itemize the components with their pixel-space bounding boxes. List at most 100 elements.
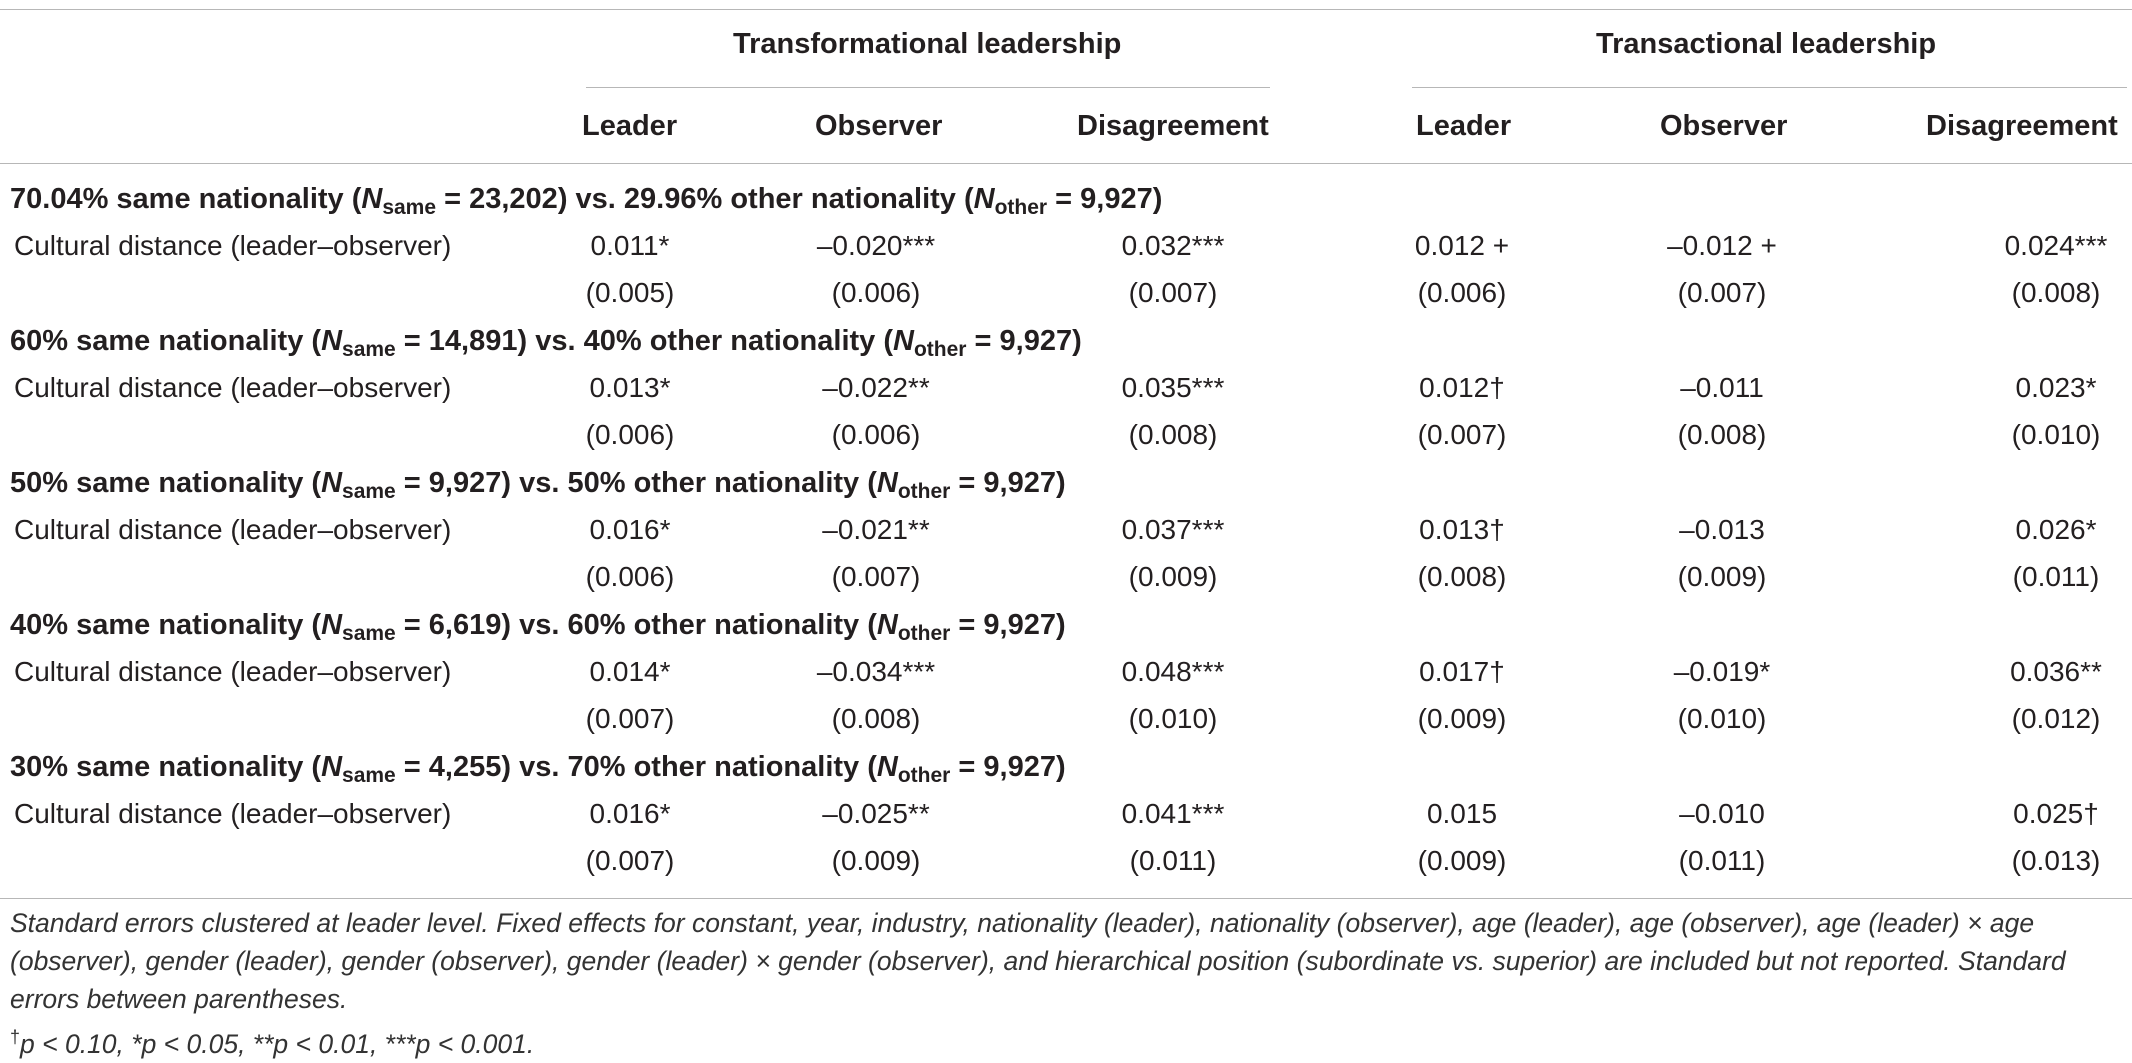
coef-cell: 0.048*** [1121, 656, 1225, 687]
close-paren: ) [501, 751, 512, 783]
se-cell: (0.007) [1128, 277, 1218, 308]
group-header-transactional: Transactional leadership [1596, 28, 1937, 60]
pct-same: 50% same nationality ( [10, 467, 322, 499]
n-subscript-same: same [342, 622, 396, 645]
row-label: Cultural distance (leader–observer) [14, 514, 452, 545]
coef-cell: –0.022** [822, 372, 930, 403]
n-same-value: 23,202 [469, 183, 558, 215]
coef-cell: 0.017† [1419, 656, 1505, 687]
close-paren: ) [501, 609, 512, 641]
col-header-observer: Observer [815, 110, 943, 142]
top-rule [0, 9, 2132, 10]
se-cell: (0.007) [831, 561, 921, 592]
se-cell: (0.008) [831, 703, 921, 734]
n-symbol: N [973, 183, 995, 215]
coef-cell: 0.012 + [1414, 230, 1510, 261]
se-cell: (0.006) [831, 419, 921, 450]
n-symbol: N [321, 325, 343, 357]
equals: = [395, 751, 429, 783]
pct-other: 40% other nationality ( [583, 325, 893, 357]
n-same-value: 4,255 [428, 751, 502, 783]
n-subscript-other: other [897, 622, 951, 645]
group-rule-transformational [586, 87, 1270, 88]
n-symbol: N [876, 467, 898, 499]
equals: = [950, 751, 984, 783]
n-subscript-same: same [342, 480, 396, 503]
se-cell: (0.011) [1129, 845, 1217, 876]
se-cell: (0.007) [1677, 277, 1767, 308]
n-subscript-other: other [897, 764, 951, 787]
equals: = [950, 609, 984, 641]
coef-cell: 0.035*** [1121, 372, 1225, 403]
se-cell: (0.006) [1417, 277, 1507, 308]
se-cell: (0.007) [585, 845, 675, 876]
n-same-value: 14,891 [428, 325, 518, 357]
se-cell: (0.010) [1128, 703, 1218, 734]
equals: = [395, 609, 429, 641]
header-rule [0, 163, 2132, 164]
se-cell: (0.011) [2012, 561, 2100, 592]
equals: = [1047, 183, 1081, 215]
section-header: 50% same nationality (Nsame = 9,927) vs.… [10, 467, 1066, 504]
coef-cell: –0.013 [1679, 514, 1765, 545]
n-symbol: N [893, 325, 914, 357]
n-other-value: 9,927 [983, 609, 1056, 641]
equals: = [395, 467, 429, 499]
table-footnote: Standard errors clustered at leader leve… [10, 904, 2122, 1063]
coef-cell: 0.013† [1419, 514, 1505, 545]
close-paren: ) [1055, 609, 1066, 641]
coef-cell: –0.012 + [1667, 230, 1777, 261]
section-header: 40% same nationality (Nsame = 6,619) vs.… [10, 609, 1066, 646]
vs-text: vs. [511, 609, 568, 641]
coef-cell: 0.014* [589, 656, 671, 687]
coef-cell: 0.023* [2015, 372, 2097, 403]
coef-cell: 0.026* [2015, 514, 2097, 545]
vs-text: vs. [511, 467, 568, 499]
n-subscript-same: same [342, 338, 396, 361]
close-paren: ) [1055, 467, 1066, 499]
n-subscript-other: other [913, 338, 967, 361]
n-symbol: N [876, 751, 898, 783]
pct-same: 60% same nationality ( [10, 325, 322, 357]
section-header: 70.04% same nationality (Nsame = 23,202)… [10, 183, 1162, 220]
group-rule-transactional [1412, 87, 2127, 88]
n-subscript-same: same [382, 196, 437, 219]
pct-other: 70% other nationality ( [567, 751, 877, 783]
close-paren: ) [1072, 325, 1082, 357]
n-subscript-other: other [994, 196, 1048, 219]
coef-cell: –0.019* [1673, 656, 1771, 687]
coef-cell: –0.011 [1680, 372, 1764, 403]
coef-cell: 0.013* [589, 372, 671, 403]
se-cell: (0.010) [1677, 703, 1767, 734]
coef-cell: 0.016* [589, 514, 671, 545]
n-same-value: 6,619 [428, 609, 502, 641]
n-same-value: 9,927 [428, 467, 502, 499]
se-cell: (0.009) [1677, 561, 1767, 592]
vs-text: vs. [511, 751, 568, 783]
se-cell: (0.008) [1128, 419, 1218, 450]
coef-cell: –0.020*** [816, 230, 936, 261]
coef-cell: 0.036** [2010, 656, 2102, 687]
coef-cell: 0.037*** [1121, 514, 1225, 545]
se-cell: (0.009) [831, 845, 921, 876]
close-paren: ) [517, 325, 528, 357]
se-cell: (0.009) [1417, 703, 1507, 734]
coef-cell: 0.025† [2013, 798, 2099, 829]
equals: = [395, 325, 429, 357]
significance-levels: p < 0.10, *p < 0.05, **p < 0.01, ***p < … [20, 1028, 535, 1059]
equals: = [436, 183, 470, 215]
pct-other: 50% other nationality ( [567, 467, 877, 499]
n-symbol: N [321, 467, 343, 499]
se-cell: (0.007) [1417, 419, 1507, 450]
col-header-leader: Leader [1416, 110, 1512, 142]
row-label: Cultural distance (leader–observer) [14, 656, 452, 687]
bottom-rule [0, 898, 2132, 899]
close-paren: ) [1152, 183, 1163, 215]
n-other-value: 9,927 [1080, 183, 1153, 215]
n-other-value: 9,927 [983, 467, 1056, 499]
se-cell: (0.008) [1417, 561, 1507, 592]
coef-cell: 0.041*** [1121, 798, 1225, 829]
close-paren: ) [557, 183, 568, 215]
vs-text: vs. [567, 183, 624, 215]
coef-cell: –0.010 [1679, 798, 1765, 829]
